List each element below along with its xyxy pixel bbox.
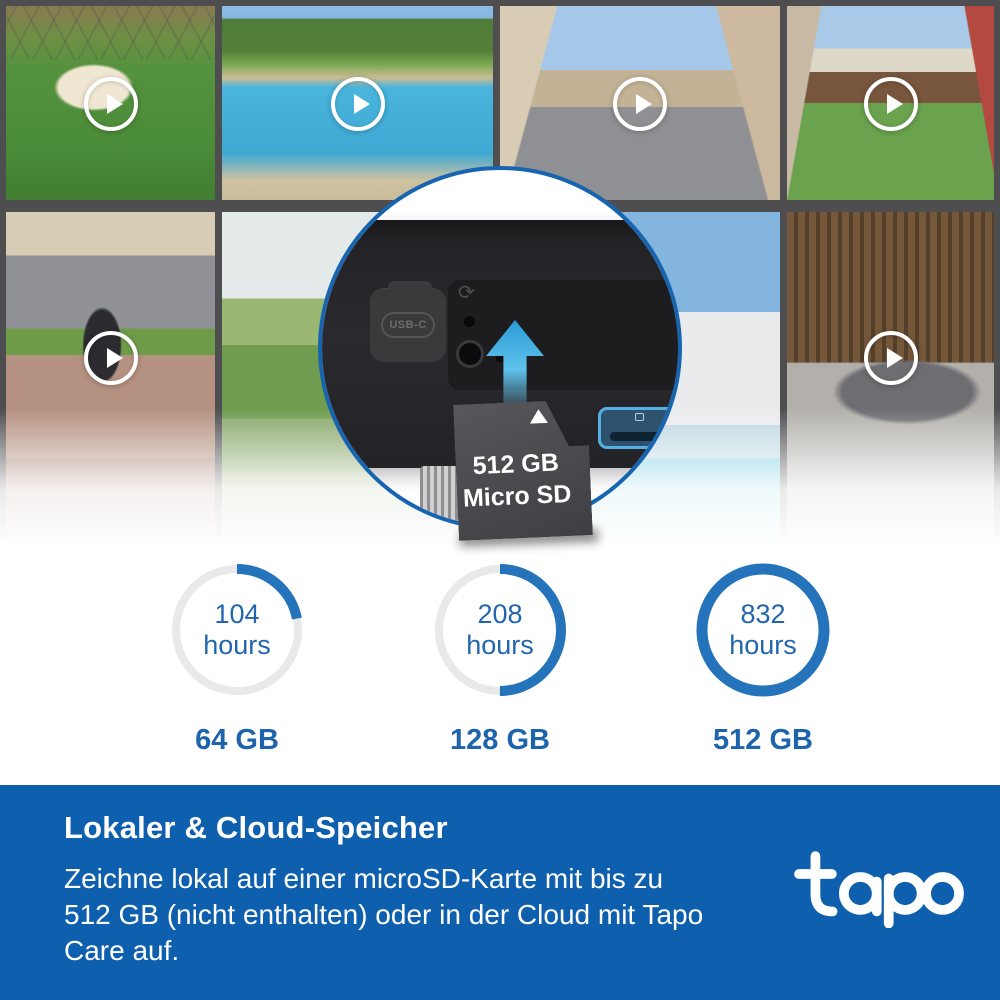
ring-chart	[171, 564, 303, 696]
banner-body-line: 512 GB (nicht enthalten) oder in der Clo…	[64, 899, 704, 930]
hours-value: 208	[477, 599, 523, 629]
camera-back-inset: USB-C ⟳	[318, 166, 682, 530]
hours-unit: hours	[203, 630, 271, 660]
banner-body-line: Care auf.	[64, 935, 180, 966]
storage-ring-512gb: 832 hours 512 GB	[693, 560, 833, 757]
camera-feed-street	[500, 6, 780, 200]
play-icon	[106, 348, 123, 368]
sd-card-type: Micro SD	[462, 479, 572, 513]
play-icon	[106, 94, 123, 114]
capacity-label: 128 GB	[450, 724, 550, 756]
play-icon	[886, 348, 903, 368]
sd-card-capacity: 512 GB	[472, 448, 560, 481]
banner-body-line: Zeichne lokal auf einer microSD-Karte mi…	[64, 863, 664, 894]
sd-card-triangle-marker	[529, 409, 548, 424]
camera-feed-car	[787, 212, 994, 545]
play-button[interactable]	[613, 77, 667, 131]
ring-chart	[696, 563, 830, 697]
usb-c-label: USB-C	[381, 312, 435, 338]
usb-c-cover: USB-C	[370, 281, 446, 362]
banner-body: Zeichne lokal auf einer microSD-Karte mi…	[64, 861, 703, 969]
play-icon	[353, 94, 370, 114]
led-indicator	[464, 316, 475, 327]
play-button[interactable]	[83, 331, 138, 385]
storage-ring-128gb: 208 hours 128 GB	[430, 560, 570, 757]
play-button[interactable]	[863, 331, 918, 385]
hours-value: 832	[740, 599, 786, 629]
reset-button	[456, 340, 484, 368]
ring-hours: 208 hours	[430, 560, 570, 700]
ring-chart	[434, 564, 566, 696]
info-banner: Lokaler & Cloud-Speicher Zeichne lokal a…	[0, 785, 1000, 1000]
camera-feed-pool	[222, 6, 493, 200]
camera-feed-backyard	[787, 6, 994, 200]
capacity-label: 512 GB	[713, 724, 813, 756]
camera-feed-porch-pirate	[6, 212, 215, 545]
camera-feed-dog	[6, 6, 215, 200]
play-icon	[636, 94, 652, 114]
play-icon	[886, 94, 903, 114]
storage-ring-64gb: 104 hours 64 GB	[167, 560, 307, 757]
sd-slot	[598, 407, 678, 449]
tapo-logo	[794, 851, 964, 928]
play-button[interactable]	[330, 77, 385, 131]
capacity-label: 64 GB	[195, 724, 279, 756]
hours-unit: hours	[729, 630, 797, 660]
reset-icon: ⟳	[458, 282, 475, 304]
io-panel: ⟳	[448, 280, 678, 449]
play-button[interactable]	[863, 77, 918, 131]
hours-value: 104	[214, 599, 260, 629]
ring-hours: 104 hours	[167, 560, 307, 700]
banner-title: Lokaler & Cloud-Speicher	[64, 810, 448, 845]
sd-card-icon	[635, 413, 644, 421]
hours-unit: hours	[466, 630, 534, 660]
ring-hours: 832 hours	[693, 560, 833, 700]
sd-slot-opening	[610, 432, 670, 441]
play-button[interactable]	[83, 77, 138, 131]
